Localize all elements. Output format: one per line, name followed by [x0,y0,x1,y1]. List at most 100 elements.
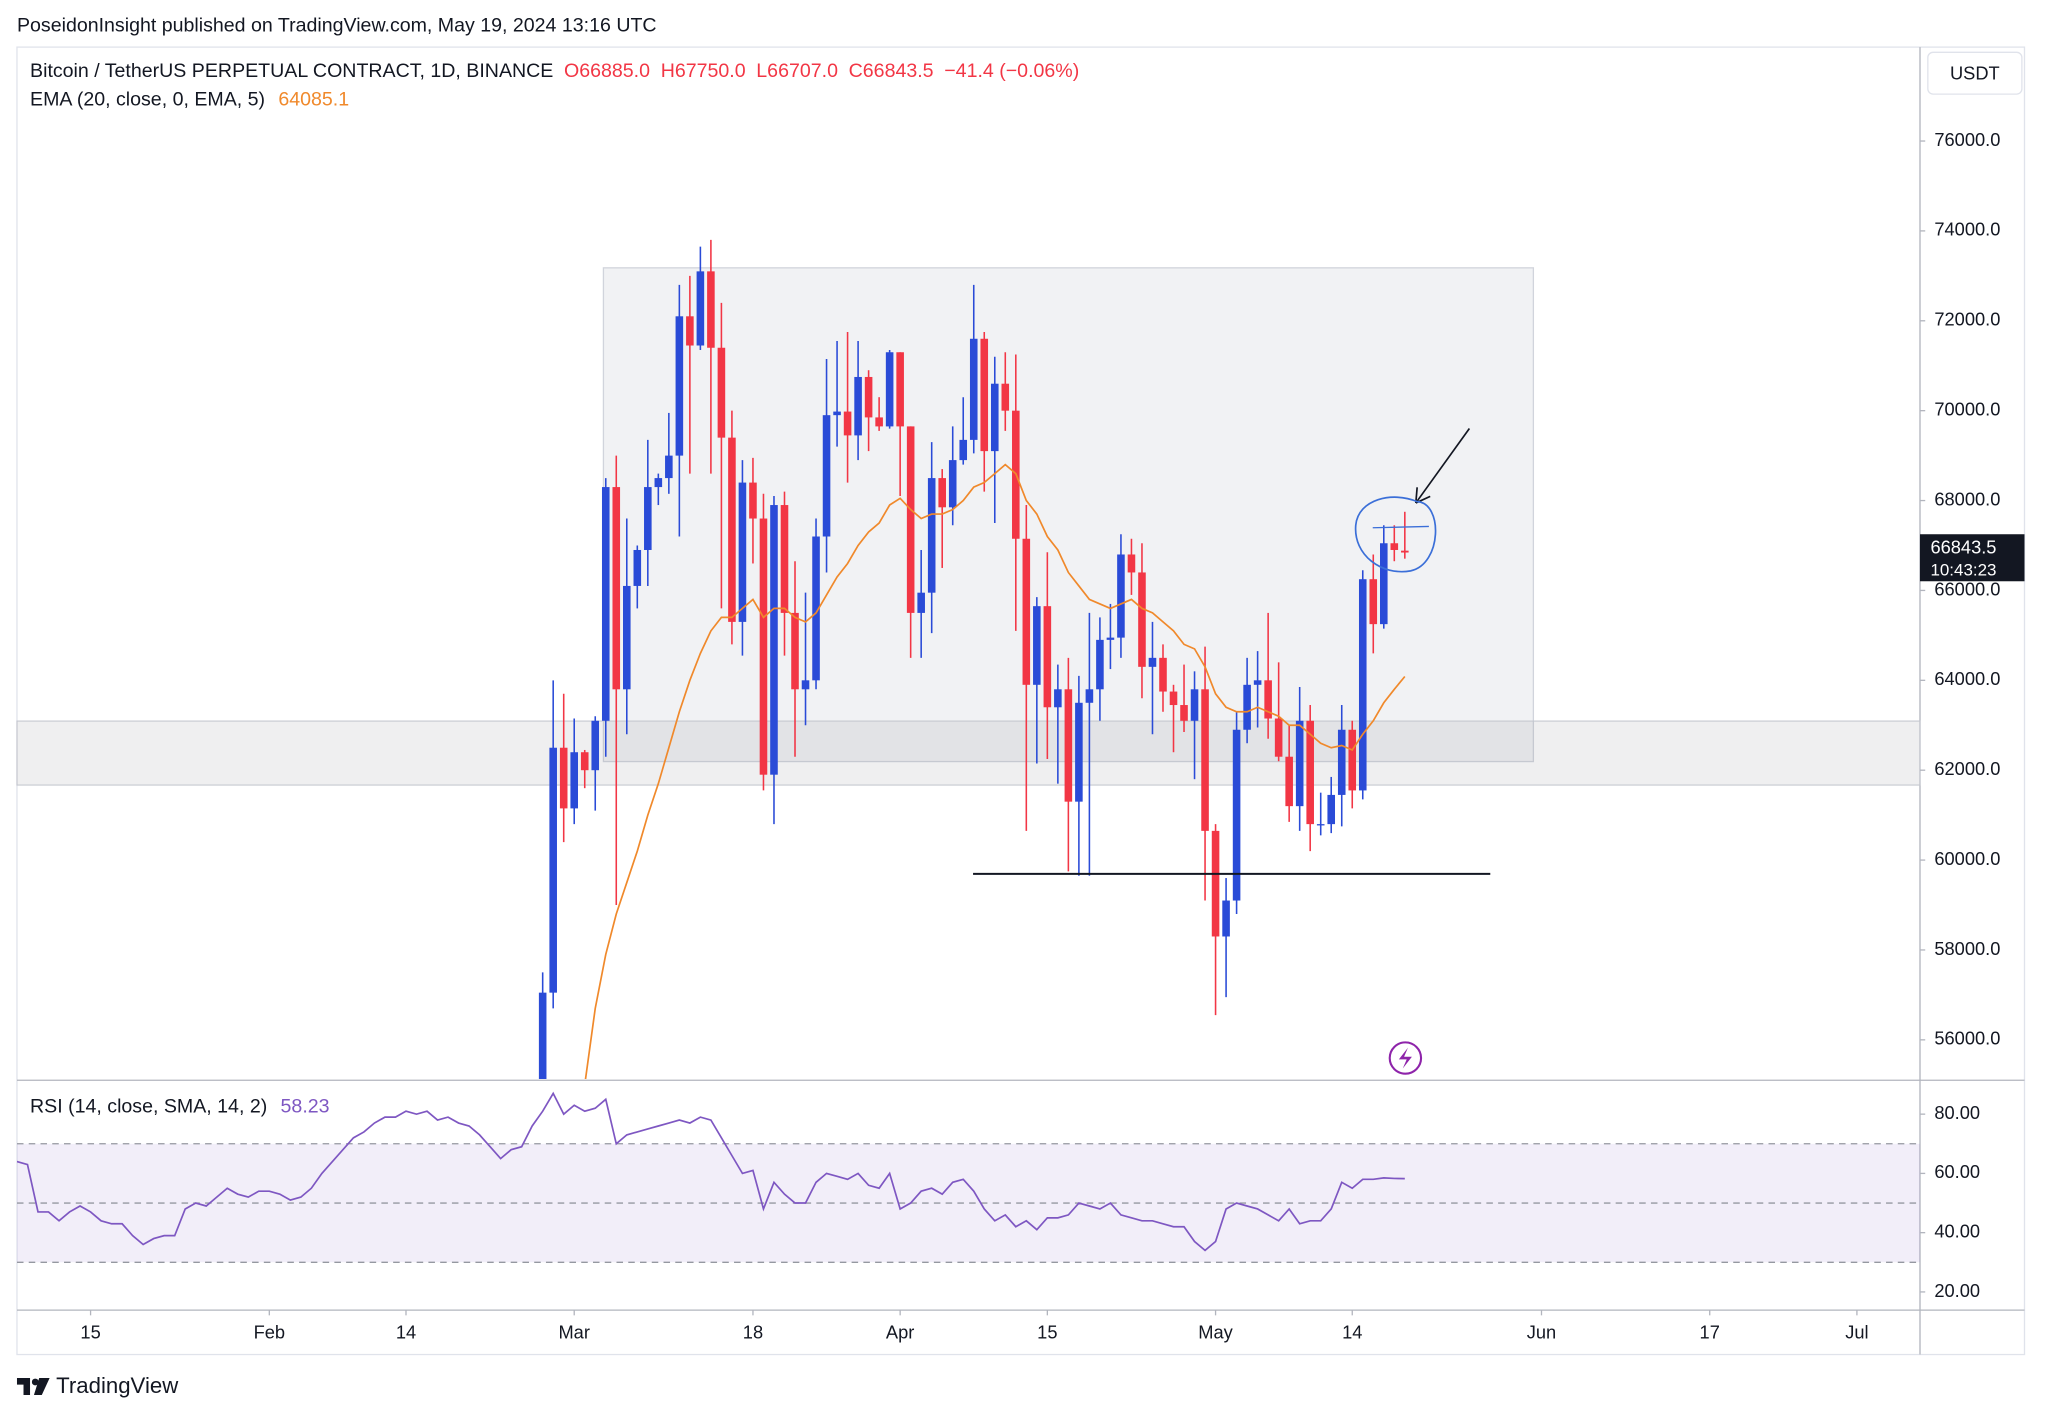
currency-label: USDT [1950,62,2000,83]
symbol-title: Bitcoin / TetherUS PERPETUAL CONTRACT, 1… [30,60,553,82]
candle-body [1117,554,1125,638]
x-tick-label: Apr [886,1321,914,1342]
circle-drawing [1354,496,1437,573]
x-tick-label: 18 [743,1321,763,1342]
ema-name: EMA (20, close, 0, EMA, 5) [30,89,265,111]
candle-body [538,992,547,1079]
candle-body [1138,572,1146,667]
candle-body [1222,900,1230,937]
candle-body [801,680,810,690]
candle-body [1148,657,1157,667]
ohlc-close: C66843.5 [849,60,934,82]
candle-body [812,536,820,681]
rsi-band [16,1143,1920,1263]
candle-body [770,505,778,775]
y-tick-label: 62000.0 [1934,758,2000,779]
candle-body [1180,705,1188,721]
candle-body [1001,383,1010,411]
candle-body [1054,689,1062,708]
candle-body [1369,579,1378,625]
support-zone [16,720,1921,786]
candle-body [1348,729,1357,791]
candle-body [717,347,726,438]
candle-body [1201,689,1209,831]
candle-body [980,338,989,452]
candle-body [1264,680,1272,719]
candle-body [1127,554,1136,573]
candle-body [780,505,789,613]
y-tick-label: 76000.0 [1934,129,2000,150]
rsi-legend: RSI (14, close, SMA, 14, 2) 58.23 [30,1096,330,1118]
candle-body [822,415,831,537]
candle-body [1096,639,1104,690]
candle-body [938,478,946,508]
ema-value: 64085.1 [278,89,349,111]
candle-body [601,487,610,721]
ohlc-open: O66885.0 [564,60,650,82]
currency-button[interactable] [1927,51,2023,95]
candle-body [686,316,694,346]
candle-body [791,612,799,690]
x-tick-label: Jun [1527,1321,1556,1342]
candle-body [1390,543,1399,550]
candle-body [896,352,904,427]
candle-body [1232,729,1241,901]
x-tick-label: May [1198,1321,1233,1342]
candle-body [633,549,642,586]
publisher-header: PoseidonInsight published on TradingView… [17,14,657,36]
candle-body [833,411,841,416]
candle-body [644,487,652,550]
y-tick-label: 68000.0 [1934,488,2000,509]
logo-dot [31,1378,39,1386]
x-tick-label: 14 [1342,1321,1362,1342]
y-tick-label: 60000.0 [1934,848,2000,869]
candle-body [1295,720,1304,807]
y-tick-label: 20.00 [1934,1280,1980,1301]
candle-body [1211,830,1220,937]
ohlc-low: L66707.0 [756,60,838,82]
x-tick-label: 15 [1037,1321,1057,1342]
candle-body [1159,657,1167,692]
rsi-name: RSI (14, close, SMA, 14, 2) [30,1096,267,1118]
candle-body [549,747,557,993]
candle-body [1033,606,1041,685]
candle-body [749,482,757,519]
candle-body [570,752,579,809]
x-tick-label: Feb [254,1321,285,1342]
candle-body [591,720,600,771]
countdown-label: 10:43:23 [1930,560,1996,579]
candle-body [1327,794,1336,825]
candle-body [1022,538,1031,685]
candle-body [1085,689,1094,703]
candle-body [696,271,705,346]
rsi-value: 58.23 [281,1096,330,1118]
y-tick-label: 66000.0 [1934,578,2000,599]
arrow [1415,427,1471,504]
rsi-pane [16,1091,1920,1263]
y-tick-label: 72000.0 [1934,309,2000,330]
y-tick-label: 70000.0 [1934,398,2000,419]
candle-body [1064,689,1073,802]
candle-body [728,437,736,622]
candle-body [1306,720,1314,825]
candle-body [917,592,925,613]
candle-body [1337,729,1346,795]
last-price-box [1920,534,2025,582]
frame [16,46,2026,1356]
ema-legend: EMA (20, close, 0, EMA, 5) 64085.1 [30,89,349,111]
logo-mark [16,1378,31,1396]
candle-body [1401,550,1409,553]
candle-body [1106,637,1115,640]
candle-body [906,426,915,613]
candle-body [622,585,631,690]
y-tick-label: 56000.0 [1934,1028,2000,1049]
candle-body [665,455,673,479]
footer-brand: TradingView [56,1373,179,1398]
candle-body [759,518,768,775]
candle-body [990,383,999,452]
candle-body [948,460,957,508]
y-tick-label: 64000.0 [1934,668,2000,689]
x-tick-label: 14 [396,1321,416,1342]
